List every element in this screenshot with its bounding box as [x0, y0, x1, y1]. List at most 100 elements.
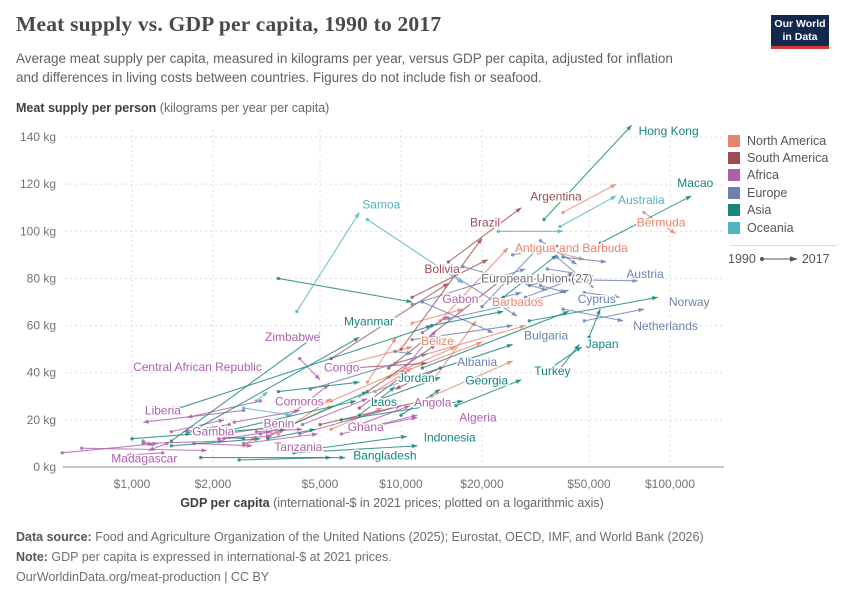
- arrow-saudi-arabia[interactable]: [555, 344, 580, 375]
- arrow-vanuatu[interactable]: [254, 391, 269, 403]
- country-label-cyprus[interactable]: Cyprus: [576, 291, 617, 308]
- arrow-greece[interactable]: [491, 291, 522, 302]
- country-label-comoros[interactable]: Comoros: [274, 393, 326, 410]
- legend-item-oceania[interactable]: Oceania: [728, 219, 846, 236]
- country-label-austria[interactable]: Austria: [625, 265, 666, 282]
- country-label-bulgaria[interactable]: Bulgaria: [523, 327, 570, 344]
- country-label-albania[interactable]: Albania: [456, 353, 499, 370]
- country-label-european-union-27-[interactable]: European Union (27): [480, 270, 594, 287]
- arrow-austria[interactable]: [561, 255, 607, 264]
- arrow-germany[interactable]: [545, 267, 594, 278]
- country-label-antigua-and-barbuda[interactable]: Antigua and Barbuda: [514, 239, 630, 256]
- arrow-ecuador[interactable]: [357, 372, 408, 410]
- country-label-indonesia[interactable]: Indonesia: [422, 429, 477, 446]
- arrow-united-states[interactable]: [561, 183, 617, 215]
- arrow-new-zealand[interactable]: [496, 229, 563, 234]
- arrow-macao[interactable]: [598, 195, 692, 245]
- country-label-congo[interactable]: Congo: [323, 359, 362, 376]
- arrow-uzbekistan[interactable]: [276, 380, 360, 394]
- arrow-cambodia[interactable]: [130, 425, 289, 441]
- arrow-portugal[interactable]: [480, 245, 541, 309]
- country-label-bangladesh[interactable]: Bangladesh: [352, 447, 418, 464]
- arrow-turkey[interactable]: [454, 379, 522, 408]
- arrow-india[interactable]: [198, 455, 346, 460]
- arrow-papua-new-guinea[interactable]: [241, 406, 292, 417]
- arrow-switzerland[interactable]: [582, 290, 620, 299]
- country-label-norway[interactable]: Norway: [667, 294, 711, 311]
- arrow-kazakhstan[interactable]: [429, 310, 504, 328]
- country-label-belize[interactable]: Belize: [420, 332, 456, 349]
- country-label-madagascar[interactable]: Madagascar: [110, 450, 179, 467]
- country-label-gabon[interactable]: Gabon: [441, 291, 480, 308]
- arrow-italy[interactable]: [538, 283, 566, 294]
- country-label-angola[interactable]: Angola: [413, 394, 454, 411]
- country-label-central-african-republic[interactable]: Central African Republic: [132, 359, 264, 376]
- arrow-nepal[interactable]: [169, 436, 261, 448]
- legend-item-africa[interactable]: Africa: [728, 167, 846, 184]
- arrow-mali[interactable]: [169, 418, 225, 434]
- arrow-uganda[interactable]: [141, 438, 225, 446]
- arrow-hong-kong[interactable]: [542, 124, 633, 222]
- arrow-egypt[interactable]: [339, 414, 418, 436]
- arrow-uruguay[interactable]: [410, 259, 488, 299]
- arrow-kenya[interactable]: [254, 427, 303, 434]
- arrow-belize[interactable]: [329, 346, 413, 370]
- arrow-pakistan[interactable]: [266, 428, 316, 441]
- arrow-jordan[interactable]: [357, 386, 396, 417]
- arrow-australia[interactable]: [558, 195, 617, 229]
- country-label-samoa[interactable]: Samoa: [361, 196, 402, 213]
- country-label-laos[interactable]: Laos: [369, 394, 398, 411]
- country-label-benin[interactable]: Benin: [262, 415, 296, 432]
- arrow-hungary[interactable]: [438, 264, 518, 317]
- arrow-angola[interactable]: [297, 405, 402, 436]
- country-label-netherlands[interactable]: Netherlands: [632, 317, 700, 334]
- arrow-poland[interactable]: [410, 268, 526, 307]
- legend-item-europe[interactable]: Europe: [728, 184, 846, 201]
- arrow-zimbabwe[interactable]: [297, 356, 321, 381]
- arrow-french-polynesia[interactable]: [365, 217, 464, 284]
- license-line[interactable]: OurWorldinData.org/meat-production | CC …: [16, 570, 270, 584]
- arrow-georgia[interactable]: [373, 376, 441, 403]
- country-label-jordan[interactable]: Jordan: [397, 369, 437, 386]
- arrow-samoa[interactable]: [295, 212, 360, 314]
- country-label-ghana[interactable]: Ghana: [346, 419, 385, 436]
- arrow-bangladesh[interactable]: [237, 455, 332, 462]
- arrow-mongolia[interactable]: [276, 276, 413, 304]
- arrow-algeria[interactable]: [380, 416, 418, 427]
- arrow-indonesia[interactable]: [300, 434, 407, 453]
- legend-item-south-america[interactable]: South America: [728, 149, 846, 166]
- arrow-romania[interactable]: [410, 324, 513, 342]
- arrow-morocco[interactable]: [300, 398, 368, 427]
- country-label-australia[interactable]: Australia: [617, 191, 667, 208]
- arrow-fiji[interactable]: [357, 374, 423, 398]
- country-label-argentina[interactable]: Argentina: [529, 188, 584, 205]
- country-label-barbados[interactable]: Barbados: [491, 294, 545, 311]
- country-label-zimbabwe[interactable]: Zimbabwe: [264, 328, 323, 345]
- legend-item-north-america[interactable]: North America: [728, 132, 846, 149]
- arrow-argentina[interactable]: [446, 207, 522, 264]
- arrow-thailand[interactable]: [339, 399, 464, 422]
- country-label-georgia[interactable]: Georgia: [464, 372, 510, 389]
- country-label-myanmar[interactable]: Myanmar: [343, 313, 396, 330]
- arrow-netherlands[interactable]: [561, 307, 624, 323]
- country-label-turkey[interactable]: Turkey: [533, 362, 572, 379]
- country-label-macao[interactable]: Macao: [676, 174, 715, 191]
- country-label-hong-kong[interactable]: Hong Kong: [637, 123, 700, 140]
- arrow-jamaica[interactable]: [365, 337, 397, 384]
- country-label-liberia[interactable]: Liberia: [143, 402, 182, 419]
- arrow-iran[interactable]: [399, 388, 441, 417]
- country-label-tanzania[interactable]: Tanzania: [273, 438, 324, 455]
- arrow-niger[interactable]: [141, 439, 154, 447]
- arrow-sri-lanka[interactable]: [292, 443, 418, 455]
- country-label-bermuda[interactable]: Bermuda: [635, 214, 687, 231]
- arrow-democratic-republic-of-congo[interactable]: [125, 451, 165, 458]
- owid-logo[interactable]: Our World in Data: [771, 15, 829, 49]
- arrow-tunisia[interactable]: [357, 405, 411, 427]
- arrow-sudan[interactable]: [232, 409, 300, 424]
- arrow-france[interactable]: [538, 239, 578, 265]
- arrow-czechia[interactable]: [461, 264, 548, 291]
- country-label-japan[interactable]: Japan: [584, 335, 620, 352]
- arrow-ghana[interactable]: [241, 432, 318, 446]
- arrow-singapore[interactable]: [527, 296, 658, 323]
- arrow-albania[interactable]: [308, 353, 428, 391]
